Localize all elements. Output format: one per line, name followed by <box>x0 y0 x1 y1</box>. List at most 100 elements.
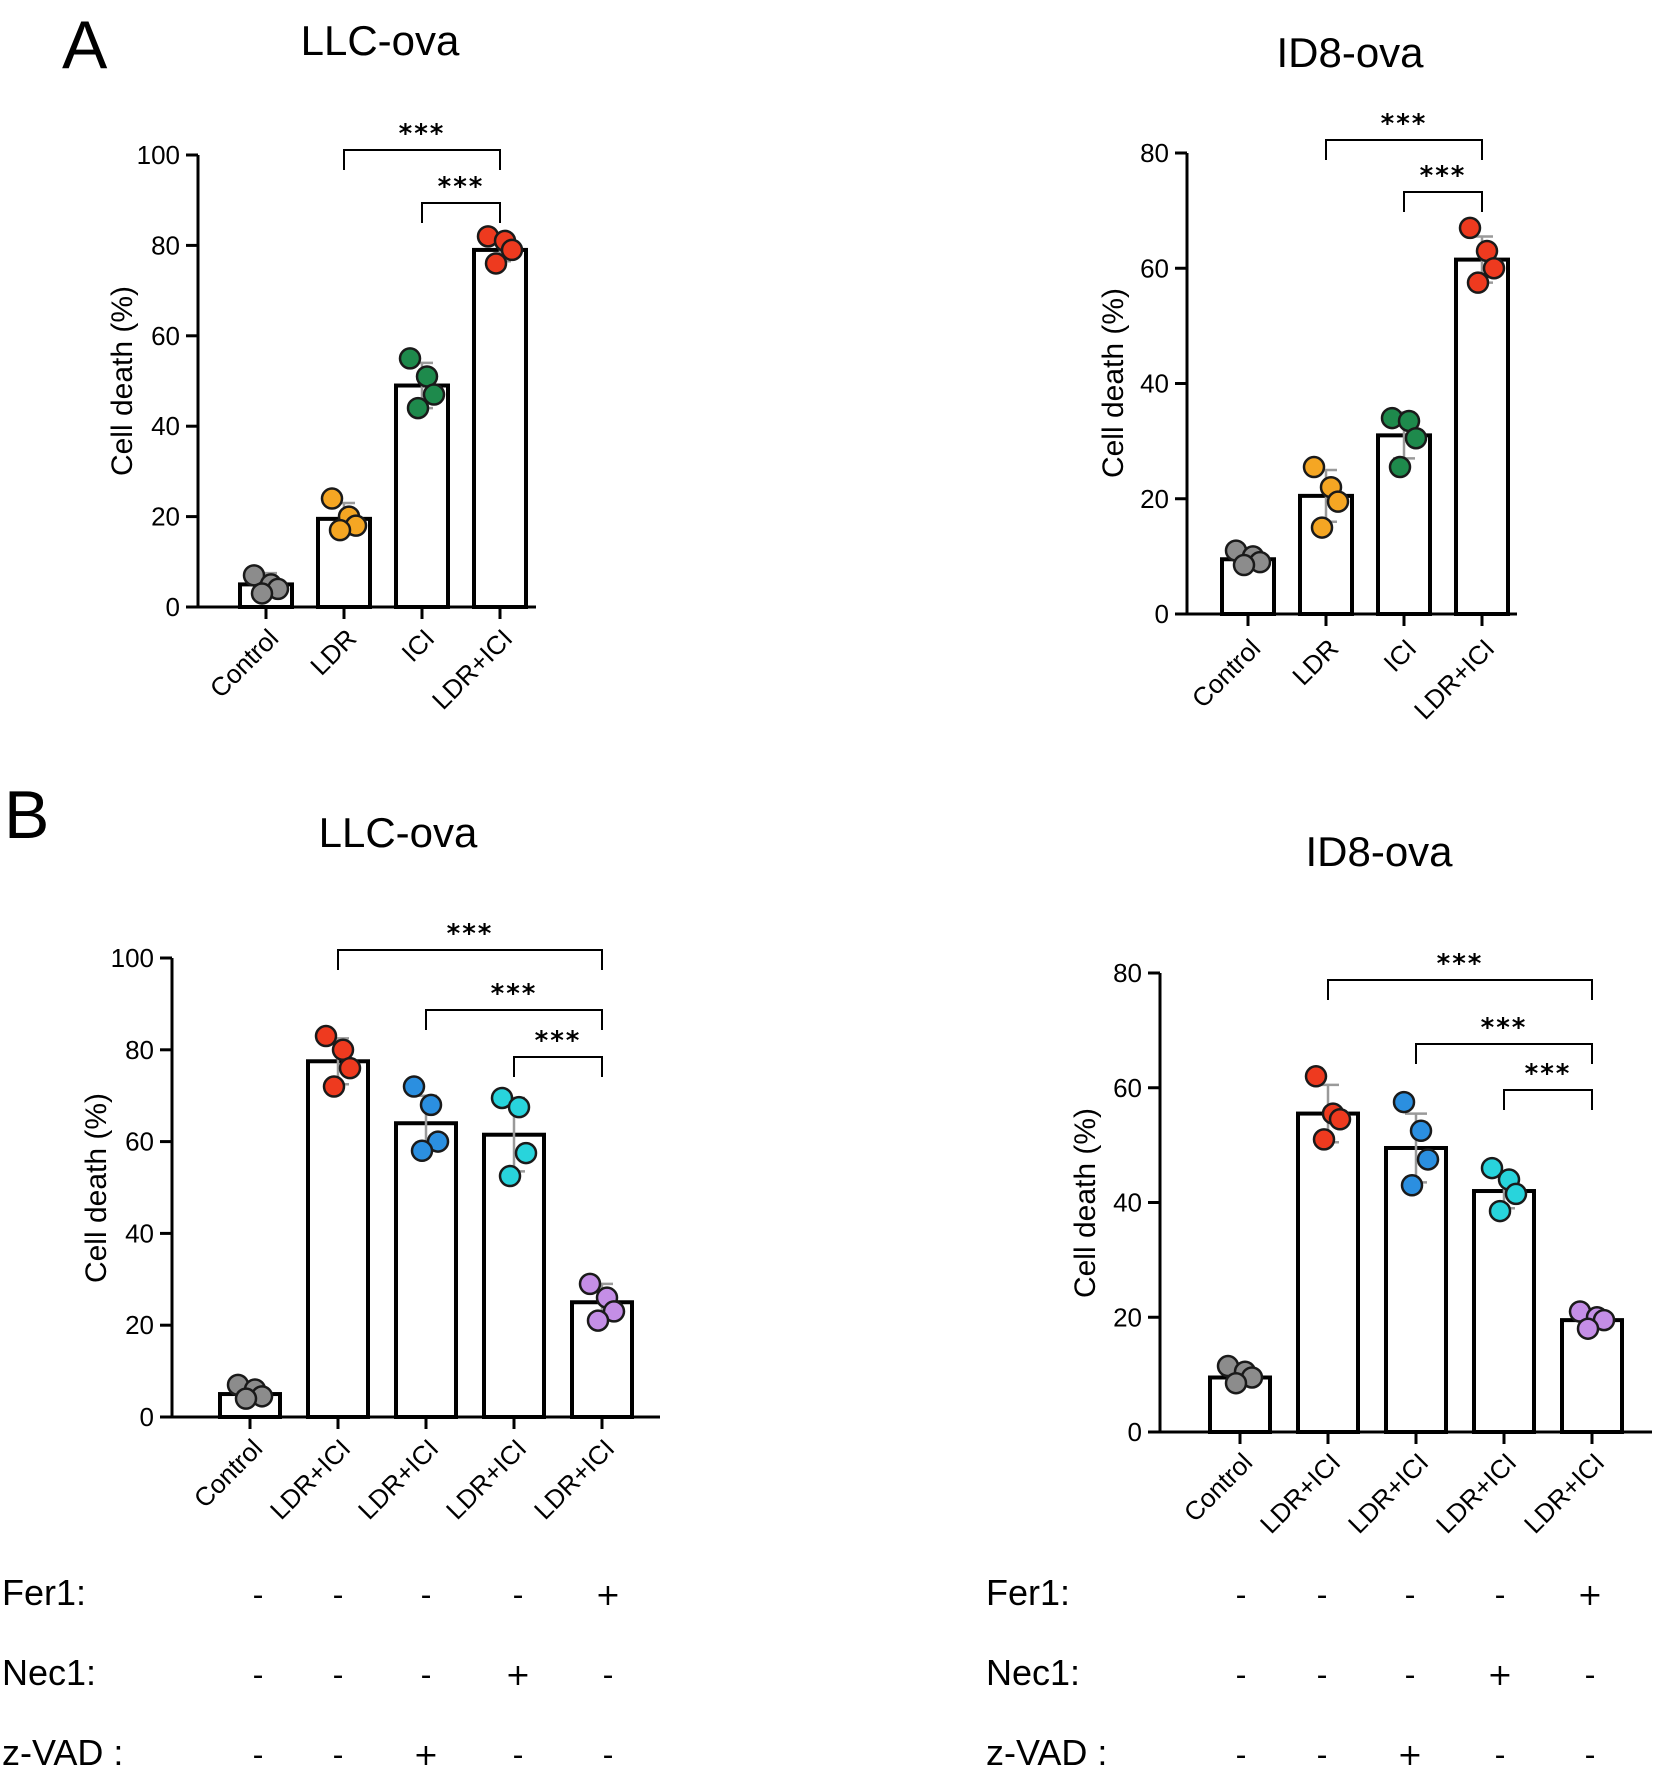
category-label: LDR+ICI <box>440 1433 532 1525</box>
data-point <box>1458 216 1482 240</box>
y-axis-label: Cell death (%) <box>80 1093 113 1283</box>
y-tick-label: 80 <box>1140 138 1169 168</box>
y-axis-label: Cell death (%) <box>1069 1108 1102 1298</box>
treatment-symbol: - <box>253 1738 264 1773</box>
category-label: Control <box>204 623 284 703</box>
bar <box>472 247 528 609</box>
y-tick-label: 0 <box>1128 1417 1142 1447</box>
data-point <box>328 518 352 542</box>
treatment-symbol: - <box>1405 1658 1416 1693</box>
treatment-symbol: + <box>413 1738 438 1773</box>
y-tick-label: 60 <box>125 1127 154 1157</box>
category-label: LDR+ICI <box>1342 1447 1434 1539</box>
data-point <box>500 238 524 262</box>
data-point <box>484 252 508 275</box>
category-label: LDR+ICI <box>352 1433 444 1525</box>
treatment-symbol: - <box>1317 1578 1328 1613</box>
significance-label: *** <box>438 172 485 202</box>
data-point <box>1302 455 1326 479</box>
y-tick-label: 40 <box>1113 1188 1142 1218</box>
data-point <box>490 1086 514 1110</box>
category-label: LDR <box>1286 633 1344 691</box>
significance-label: *** <box>1420 161 1467 191</box>
significance-bracket <box>1415 1043 1593 1064</box>
significance-bracket <box>425 1009 603 1030</box>
chart-title: ID8-ova <box>1305 828 1453 875</box>
data-point <box>422 383 446 406</box>
significance-label: *** <box>1437 949 1484 979</box>
category-label: LDR+ICI <box>264 1433 356 1525</box>
bar <box>394 383 450 609</box>
panel-letter-a: A <box>62 7 108 83</box>
chart-3: LLC-ova Cell death (%) 0 20 40 60 80 100 Control… <box>2 809 660 1773</box>
data-point <box>578 1272 602 1296</box>
y-tick-label: 20 <box>1140 484 1169 514</box>
y-tick-label: 80 <box>125 1035 154 1065</box>
significance-bracket <box>343 149 501 170</box>
data-point <box>1224 1371 1248 1395</box>
data-point <box>1326 490 1350 513</box>
y-tick-label: 20 <box>125 1310 154 1340</box>
significance-label: *** <box>1381 109 1428 139</box>
chart-layer: LLC-ova Cell death (%) 0 20 40 60 80 100 Control… <box>2 17 1652 1773</box>
treatment-symbol: - <box>421 1578 432 1613</box>
treatment-symbol: - <box>253 1578 264 1613</box>
data-point <box>406 396 430 420</box>
treatment-name: z-VAD : <box>2 1732 123 1773</box>
treatment-symbol: - <box>1317 1738 1328 1773</box>
data-point <box>1310 516 1334 539</box>
data-point <box>1504 1182 1528 1206</box>
chart-title: ID8-ova <box>1276 29 1424 76</box>
category-label: LDR+ICI <box>1518 1447 1610 1539</box>
panel-letter-b: B <box>4 777 49 853</box>
y-tick-label: 0 <box>140 1402 154 1432</box>
bar <box>306 1059 370 1420</box>
treatment-symbol: - <box>333 1738 344 1773</box>
treatment-symbol: - <box>513 1738 524 1773</box>
y-tick-label: 60 <box>1140 253 1169 283</box>
treatment-symbol: - <box>1317 1658 1328 1693</box>
y-axis-label: Cell death (%) <box>106 286 139 476</box>
data-point <box>242 564 266 587</box>
data-point <box>331 1038 355 1062</box>
category-label: LDR+ICI <box>528 1433 620 1525</box>
significance-label: *** <box>535 1026 582 1056</box>
category-label: LDR+ICI <box>1430 1447 1522 1539</box>
bar <box>394 1121 458 1419</box>
data-point <box>402 1075 426 1098</box>
chart-title: LLC-ova <box>319 809 478 856</box>
category-label: ICI <box>1378 633 1423 678</box>
treatment-symbol: - <box>513 1578 524 1613</box>
data-point <box>1312 1128 1336 1151</box>
treatment-symbol: - <box>1585 1738 1596 1773</box>
data-point <box>1400 1174 1424 1197</box>
treatment-symbol: - <box>603 1658 614 1693</box>
category-label: LDR <box>304 623 362 681</box>
treatment-symbol: - <box>253 1658 264 1693</box>
data-point <box>234 1387 258 1410</box>
data-point <box>1404 426 1428 450</box>
significance-label: *** <box>491 979 538 1009</box>
y-tick-label: 60 <box>151 321 180 351</box>
data-point <box>250 582 274 605</box>
significance-bracket <box>1325 139 1483 160</box>
y-tick-label: 40 <box>151 411 180 441</box>
data-point <box>1409 1119 1433 1143</box>
bar <box>1296 1111 1360 1434</box>
treatment-symbol: - <box>333 1578 344 1613</box>
data-point <box>320 487 344 510</box>
data-point <box>1232 553 1256 577</box>
data-point <box>514 1141 538 1165</box>
treatment-symbol: - <box>1236 1578 1247 1613</box>
y-tick-label: 40 <box>1140 369 1169 399</box>
data-point <box>1466 271 1490 294</box>
y-tick-label: 100 <box>137 140 180 170</box>
category-label: LDR+ICI <box>426 623 518 715</box>
data-point <box>1304 1065 1328 1088</box>
category-label: Control <box>188 1433 268 1513</box>
y-tick-label: 20 <box>151 502 180 532</box>
data-point <box>1576 1317 1600 1340</box>
bar <box>1472 1189 1536 1435</box>
